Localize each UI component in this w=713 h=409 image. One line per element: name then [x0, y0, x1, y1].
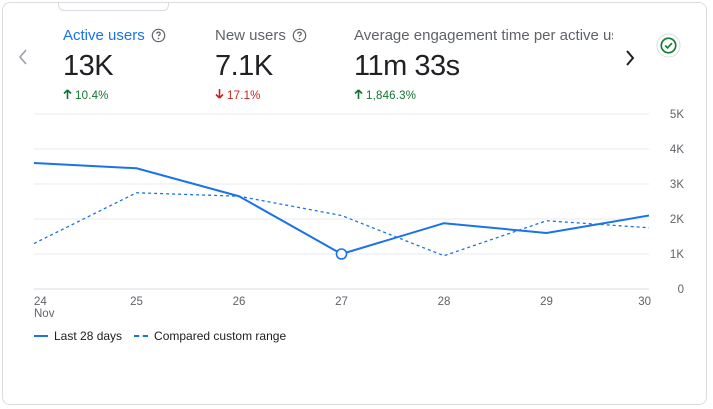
metric-value: 11m 33s: [354, 50, 460, 82]
y-tick-label: 2K: [670, 214, 684, 226]
x-tick-label: 24: [34, 296, 47, 308]
metric-label: Average engagement time per active us: [354, 27, 613, 44]
metric-change: 17.1%: [215, 89, 307, 102]
metric-label: New users: [215, 27, 286, 44]
y-tick-label: 4K: [670, 144, 684, 156]
chevron-right-icon[interactable]: [621, 46, 639, 70]
arrow-up-icon: [63, 89, 72, 102]
legend-label: Last 28 days: [54, 329, 123, 343]
legend-item-compared-range[interactable]: Compared custom range: [134, 329, 286, 343]
arrow-up-icon: [354, 89, 363, 102]
chevron-left-icon[interactable]: [14, 45, 32, 69]
x-tick-label: 25: [130, 296, 143, 308]
legend-label: Compared custom range: [154, 329, 287, 343]
x-tick-label: 26: [233, 296, 246, 308]
chart-legend: Last 28 days Compared custom range: [34, 329, 298, 343]
check-circle-icon[interactable]: [656, 33, 681, 58]
x-tick-label: 28: [438, 296, 451, 308]
active-tab-indicator: [58, 3, 169, 11]
y-tick-label: 5K: [670, 109, 684, 121]
metrics-card: Active users 13K 10.4% New users 7.1K 17…: [2, 2, 707, 405]
metric-change: 10.4%: [63, 89, 166, 102]
metric-value: 13K: [63, 50, 114, 82]
series-line-last-28-days: [33, 162, 650, 255]
series-line-compared: [33, 192, 650, 257]
metric-active-users[interactable]: Active users 13K 10.4%: [63, 27, 166, 102]
legend-item-last-28-days[interactable]: Last 28 days: [34, 329, 122, 343]
y-tick-label: 1K: [670, 249, 684, 261]
y-tick-label: 3K: [670, 179, 684, 191]
metric-change: 1,846.3%: [354, 89, 613, 102]
x-tick-label: 30: [638, 296, 651, 308]
x-tick-sublabel: Nov: [34, 308, 55, 320]
highlight-point: [335, 248, 348, 260]
metric-new-users[interactable]: New users 7.1K 17.1%: [215, 27, 307, 102]
legend-swatch-solid: [34, 335, 48, 337]
x-tick-label: 27: [335, 296, 348, 308]
y-tick-label: 0: [678, 284, 684, 296]
help-circle-icon[interactable]: [292, 28, 307, 43]
x-tick-label: 29: [540, 296, 553, 308]
metric-avg-engagement[interactable]: Average engagement time per active us 11…: [354, 27, 613, 102]
metric-label: Active users: [63, 27, 145, 44]
legend-swatch-dashed: [134, 335, 149, 337]
metric-value: 7.1K: [215, 50, 273, 82]
help-circle-icon[interactable]: [151, 28, 166, 43]
arrow-down-icon: [215, 89, 224, 102]
